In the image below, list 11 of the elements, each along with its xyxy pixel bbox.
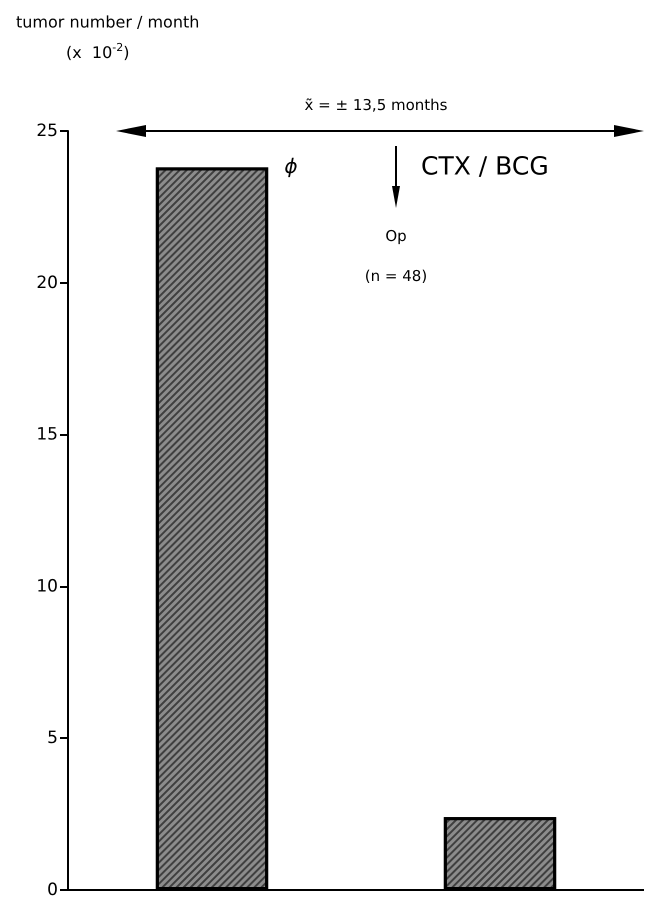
text: x̃ = ± 13,5 months xyxy=(304,96,448,114)
annotation: CTX / BCG xyxy=(421,152,549,180)
y-tick-label: 25 xyxy=(36,121,58,141)
y-tick-label: 0 xyxy=(47,880,58,898)
annotation: Op xyxy=(385,227,407,245)
y-tick-label: 5 xyxy=(47,728,58,748)
y-tick-label: 20 xyxy=(36,272,58,293)
annotation: ϕ xyxy=(284,154,298,178)
annotation: (n = 48) xyxy=(364,267,428,285)
y-tick-label: 10 xyxy=(36,576,58,596)
y-tick-label: 15 xyxy=(36,424,58,445)
